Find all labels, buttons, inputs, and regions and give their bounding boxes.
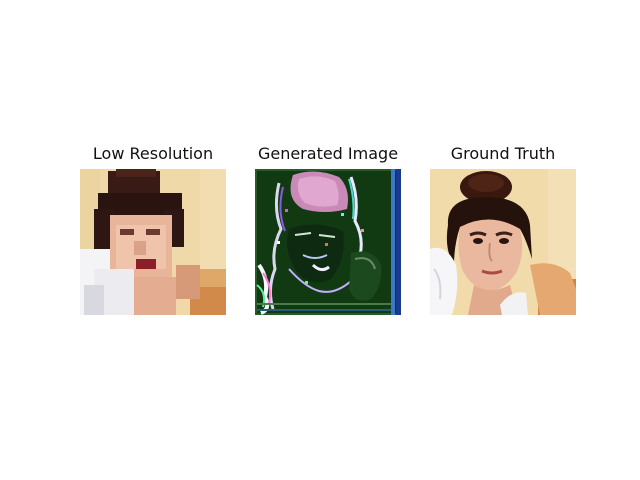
- panel-title-ground-truth: Ground Truth: [450, 144, 556, 163]
- panel-title-generated-image: Generated Image: [257, 144, 399, 163]
- panel-title-low-resolution: Low Resolution: [92, 144, 214, 163]
- ground-truth-image: [430, 169, 576, 315]
- generated-image: [255, 169, 401, 315]
- low-resolution-image: [80, 169, 226, 315]
